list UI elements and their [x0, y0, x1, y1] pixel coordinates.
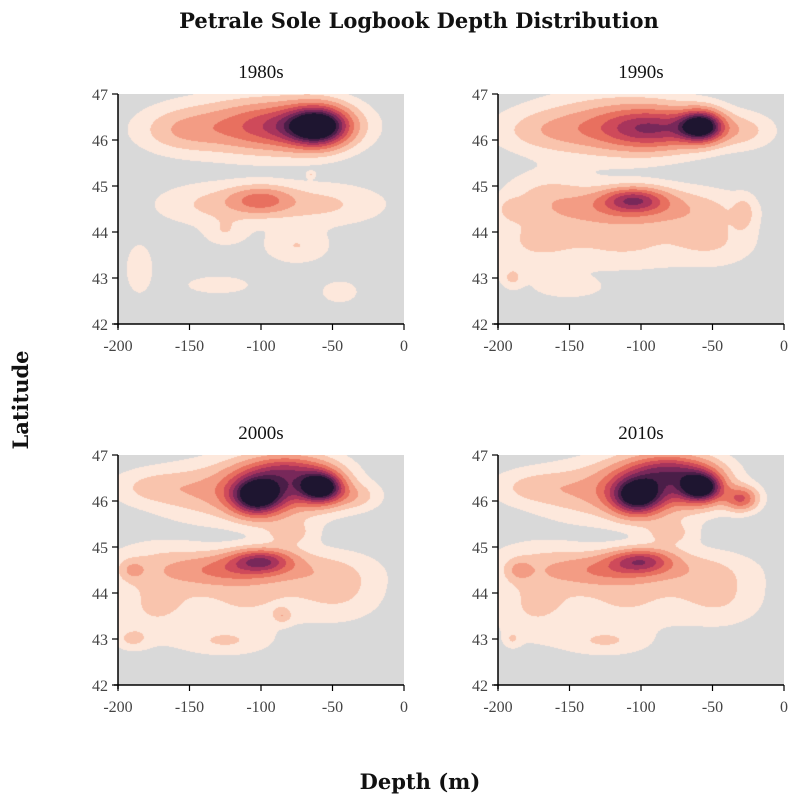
x-tick-label: -100: [246, 699, 275, 716]
y-tick-label: 44: [472, 225, 488, 242]
x-tick-label: 0: [400, 699, 408, 716]
density-contours: [118, 94, 404, 324]
y-axis-label: Latitude: [8, 350, 33, 449]
y-tick-label: 46: [472, 133, 488, 150]
y-tick-label: 43: [92, 632, 108, 649]
x-tick-label: -50: [702, 338, 723, 355]
y-tick-label: 47: [472, 448, 488, 465]
panel-1980s: 1980s -200 -150 -100 -50 0 42 43 44 45 46 47: [92, 62, 408, 355]
y-tick-label: 45: [92, 179, 108, 196]
y-tick-label: 47: [472, 87, 488, 104]
y-tick-label: 43: [472, 271, 488, 288]
y-tick-label: 42: [472, 678, 488, 695]
y-tick-label: 47: [92, 87, 108, 104]
y-tick-label: 42: [92, 678, 108, 695]
figure-title: Petrale Sole Logbook Depth Distribution: [179, 8, 659, 33]
panels: 1980s -200 -150 -100 -50 0 42 43 44 45 46 47 1990s -2…: [92, 62, 788, 716]
y-tick-label: 44: [92, 586, 108, 603]
x-tick-label: -200: [103, 338, 132, 355]
y-tick-label: 42: [472, 317, 488, 334]
x-tick-label: 0: [400, 338, 408, 355]
x-tick-label: -50: [322, 338, 343, 355]
y-tick-label: 46: [92, 133, 108, 150]
panel-1990s: 1990s -200 -150 -100 -50 0 42 43 44 45 46 47: [472, 62, 788, 355]
y-tick-label: 45: [472, 179, 488, 196]
x-tick-label: -100: [626, 699, 655, 716]
density-contours: [118, 455, 404, 685]
y-tick-label: 45: [472, 540, 488, 557]
x-tick-label: -200: [483, 699, 512, 716]
y-tick-label: 43: [92, 271, 108, 288]
y-tick-label: 43: [472, 632, 488, 649]
x-tick-label: 0: [780, 338, 788, 355]
x-tick-label: -150: [555, 338, 584, 355]
y-tick-label: 46: [92, 494, 108, 511]
x-axis-label: Depth (m): [360, 769, 481, 794]
y-tick-label: 42: [92, 317, 108, 334]
x-tick-label: -100: [626, 338, 655, 355]
x-tick-label: -150: [175, 338, 204, 355]
panel-2000s: 2000s -200 -150 -100 -50 0 42 43 44 45 46 47: [92, 423, 408, 716]
y-tick-label: 45: [92, 540, 108, 557]
density-contours: [498, 94, 784, 324]
density-contours: [498, 455, 784, 685]
x-tick-label: -100: [246, 338, 275, 355]
x-tick-label: -50: [702, 699, 723, 716]
y-tick-label: 44: [92, 225, 108, 242]
y-tick-label: 44: [472, 586, 488, 603]
panel-title: 1980s: [238, 62, 283, 83]
x-tick-label: 0: [780, 699, 788, 716]
x-tick-label: -200: [103, 699, 132, 716]
panel-2010s: 2010s -200 -150 -100 -50 0 42 43 44 45 46 47: [472, 423, 788, 716]
x-tick-label: -150: [175, 699, 204, 716]
x-tick-label: -200: [483, 338, 512, 355]
x-tick-label: -150: [555, 699, 584, 716]
panel-title: 1990s: [618, 62, 663, 83]
panel-title: 2000s: [238, 423, 283, 444]
y-tick-label: 46: [472, 494, 488, 511]
panel-title: 2010s: [618, 423, 663, 444]
y-tick-label: 47: [92, 448, 108, 465]
x-tick-label: -50: [322, 699, 343, 716]
